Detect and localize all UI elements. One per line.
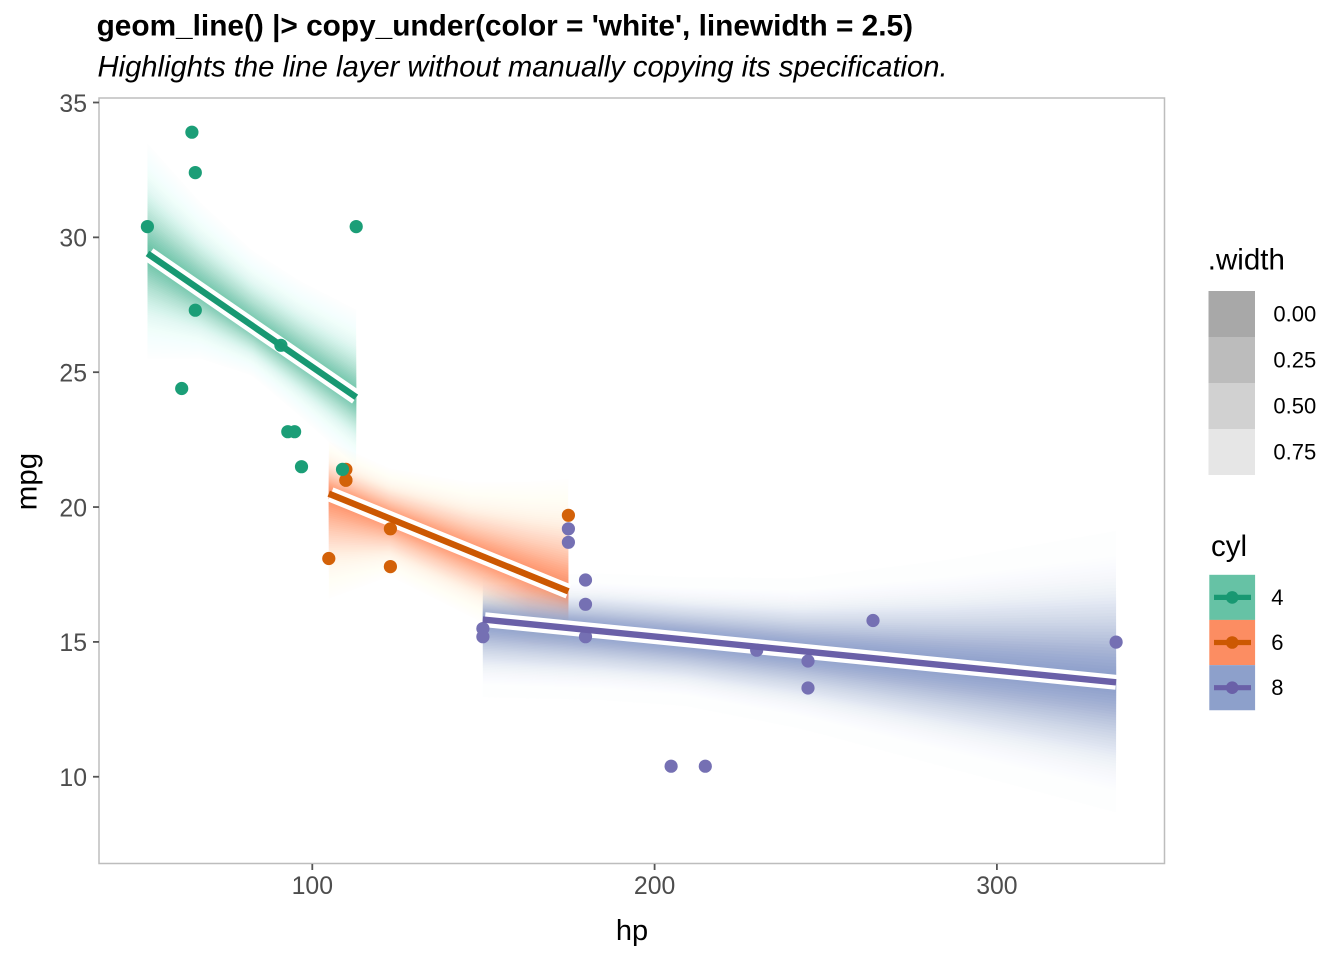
svg-text:cyl: cyl xyxy=(1211,530,1247,563)
svg-text:Highlights the line layer with: Highlights the line layer without manual… xyxy=(98,52,948,84)
svg-text:10: 10 xyxy=(59,765,87,792)
svg-text:35: 35 xyxy=(59,91,87,118)
svg-text:100: 100 xyxy=(292,873,333,900)
svg-text:6: 6 xyxy=(1271,630,1283,655)
svg-text:8: 8 xyxy=(1271,675,1283,700)
svg-text:200: 200 xyxy=(634,873,675,900)
svg-text:0.25: 0.25 xyxy=(1273,348,1316,373)
svg-text:geom_line() |> copy_under(colo: geom_line() |> copy_under(color = 'white… xyxy=(97,10,913,43)
svg-text:hp: hp xyxy=(616,915,648,947)
svg-text:0.75: 0.75 xyxy=(1273,440,1316,465)
svg-text:15: 15 xyxy=(59,630,87,657)
svg-text:25: 25 xyxy=(59,361,87,388)
svg-text:4: 4 xyxy=(1271,585,1283,610)
svg-text:0.50: 0.50 xyxy=(1273,394,1316,419)
svg-text:300: 300 xyxy=(976,873,1017,900)
svg-text:0.00: 0.00 xyxy=(1273,302,1316,327)
svg-text:mpg: mpg xyxy=(10,453,43,510)
svg-text:20: 20 xyxy=(59,495,87,522)
svg-text:30: 30 xyxy=(59,226,87,253)
svg-text:.width: .width xyxy=(1208,244,1285,277)
